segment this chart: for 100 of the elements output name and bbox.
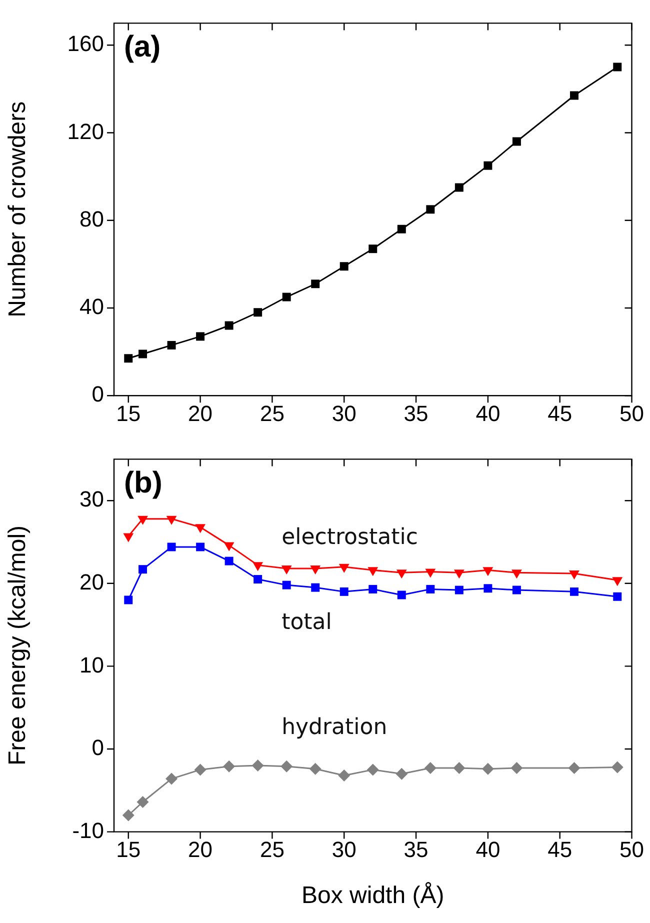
- x-tick-label: 50: [620, 837, 644, 862]
- point: [340, 262, 348, 271]
- point: [512, 137, 521, 146]
- x-tick-label: 40: [476, 400, 500, 426]
- point: [282, 580, 291, 590]
- point: [311, 583, 320, 592]
- x-tick-label: 15: [116, 400, 141, 426]
- point: [223, 760, 236, 772]
- point: [425, 568, 436, 578]
- x-tick-label: 30: [332, 837, 356, 862]
- x-tick-label: 50: [620, 400, 644, 426]
- y-tick-label: -10: [72, 818, 104, 843]
- point: [123, 533, 134, 542]
- point: [613, 592, 622, 601]
- point: [397, 590, 406, 600]
- y-tick-label: 40: [80, 294, 104, 320]
- point: [138, 565, 148, 574]
- point: [167, 542, 176, 552]
- y-tick-label: 0: [92, 735, 104, 760]
- x-tick-label: 25: [260, 400, 284, 426]
- point: [166, 516, 177, 525]
- x-tick-label: 20: [188, 837, 213, 862]
- point: [254, 308, 262, 317]
- point: [611, 761, 624, 774]
- point: [612, 577, 623, 586]
- point: [340, 587, 348, 596]
- point: [138, 350, 148, 358]
- point: [366, 764, 379, 776]
- point: [166, 772, 178, 785]
- point: [252, 562, 264, 572]
- point: [396, 768, 408, 780]
- point: [454, 183, 464, 192]
- point: [310, 565, 321, 574]
- y-tick-label: 120: [67, 118, 104, 144]
- point: [454, 570, 464, 579]
- point: [512, 570, 522, 579]
- point: [368, 567, 378, 576]
- y-tick-label: 0: [92, 382, 104, 407]
- series-label: hydration: [282, 715, 388, 740]
- point: [510, 762, 523, 774]
- x-tick-label: 20: [188, 400, 213, 426]
- point: [426, 205, 435, 214]
- point: [568, 762, 580, 774]
- x-tick-label: 30: [332, 400, 356, 426]
- point: [338, 769, 350, 782]
- point: [424, 762, 436, 774]
- y-tick-label: 160: [67, 31, 104, 56]
- point: [569, 570, 580, 580]
- point: [454, 586, 464, 594]
- point: [196, 542, 205, 552]
- point: [338, 564, 350, 573]
- y-tick-label: 10: [80, 652, 104, 678]
- x-axis-title: Box width (Å): [302, 882, 444, 910]
- point: [282, 292, 291, 302]
- point: [281, 565, 292, 574]
- x-tick-label: 15: [116, 837, 141, 862]
- point: [254, 575, 262, 584]
- point: [224, 556, 234, 566]
- point: [512, 586, 521, 594]
- y-tick-label: 20: [80, 569, 104, 594]
- annotation: (a): [124, 30, 161, 64]
- y-tick-label: 80: [80, 206, 104, 232]
- y-axis-title: Free energy (kcal/mol): [4, 525, 32, 766]
- point: [224, 321, 234, 330]
- point: [484, 161, 492, 170]
- series-label: total: [282, 610, 332, 635]
- point: [136, 796, 149, 808]
- annotation: (b): [124, 466, 162, 500]
- x-tick-label: 35: [404, 400, 428, 426]
- point: [453, 762, 466, 774]
- point: [122, 809, 134, 822]
- point: [124, 596, 133, 604]
- point: [397, 224, 406, 234]
- point: [613, 62, 622, 72]
- x-tick-label: 25: [260, 837, 284, 862]
- point: [484, 584, 492, 593]
- point: [396, 570, 407, 579]
- y-axis-title: Number of crowders: [4, 101, 32, 318]
- y-tick-label: 30: [80, 486, 104, 512]
- point: [570, 91, 578, 100]
- point: [482, 762, 494, 775]
- point: [368, 244, 378, 254]
- point: [138, 516, 148, 525]
- point: [196, 332, 205, 341]
- x-tick-label: 45: [548, 837, 572, 862]
- point: [194, 764, 206, 776]
- series-label: electrostatic: [282, 525, 418, 550]
- point: [252, 760, 264, 772]
- point: [124, 354, 133, 363]
- x-tick-label: 40: [476, 837, 500, 862]
- x-tick-label: 35: [404, 837, 428, 862]
- point: [426, 584, 435, 594]
- point: [311, 280, 320, 288]
- point: [309, 762, 322, 775]
- point: [280, 760, 293, 772]
- point: [482, 567, 494, 576]
- point: [224, 542, 234, 552]
- point: [570, 587, 578, 596]
- point: [167, 340, 176, 350]
- x-tick-label: 45: [548, 400, 572, 426]
